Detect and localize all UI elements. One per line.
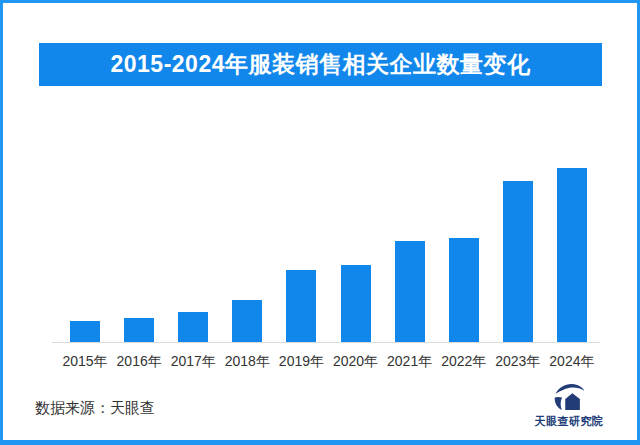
bar-column [491, 157, 545, 342]
bar-column [220, 157, 274, 342]
bar-column [383, 157, 437, 342]
x-tick-label: 2017年 [166, 353, 220, 371]
x-tick-label: 2023年 [491, 353, 545, 371]
brand-name: 天眼查研究院 [531, 414, 607, 429]
bar-column [437, 157, 491, 342]
bar-column [545, 157, 599, 342]
bar-2015年 [70, 321, 100, 342]
bar-2023年 [503, 181, 533, 342]
bar-2021年 [395, 241, 425, 342]
x-tick-label: 2019年 [274, 353, 328, 371]
x-tick-label: 2024年 [545, 353, 599, 371]
bar-2022年 [449, 238, 479, 342]
x-axis-labels: 2015年2016年2017年2018年2019年2020年2021年2022年… [58, 353, 599, 371]
brand-block: 天眼查研究院 [531, 382, 607, 429]
data-source-note: 数据来源：天眼查 [35, 399, 155, 418]
bar-2020年 [341, 265, 371, 342]
tianyancha-eye-logo [552, 382, 586, 412]
chart-title: 2015-2024年服装销售相关企业数量变化 [111, 49, 531, 80]
bar-2018年 [232, 300, 262, 342]
infographic-card: 2015-2024年服装销售相关企业数量变化 2015年2016年2017年20… [0, 0, 640, 445]
bar-column [112, 157, 166, 342]
bar-column [166, 157, 220, 342]
bar-2024年 [557, 168, 587, 342]
bar-2017年 [178, 312, 208, 342]
bar-2019年 [286, 270, 316, 342]
bar-chart-plot-area [58, 157, 599, 342]
bar-column [58, 157, 112, 342]
x-axis-line [52, 342, 600, 343]
bar-column [274, 157, 328, 342]
x-tick-label: 2021年 [383, 353, 437, 371]
bar-2016年 [124, 318, 154, 342]
x-tick-label: 2015年 [58, 353, 112, 371]
x-tick-label: 2016年 [112, 353, 166, 371]
x-tick-label: 2018年 [220, 353, 274, 371]
x-tick-label: 2020年 [328, 353, 382, 371]
chart-title-banner: 2015-2024年服装销售相关企业数量变化 [39, 43, 602, 86]
x-tick-label: 2022年 [437, 353, 491, 371]
bar-column [328, 157, 382, 342]
